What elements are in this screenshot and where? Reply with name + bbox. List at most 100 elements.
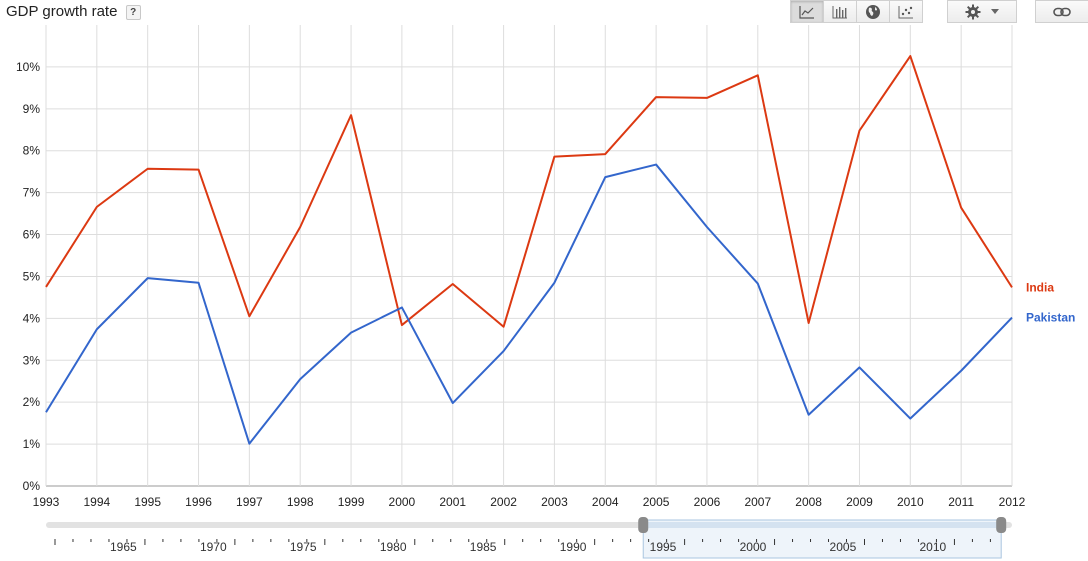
data-point-india[interactable]	[400, 323, 404, 327]
data-point-pakistan[interactable]	[756, 282, 760, 286]
timeline-tick-label: 1970	[200, 540, 227, 554]
data-point-pakistan[interactable]	[603, 175, 607, 179]
y-tick-label: 7%	[23, 186, 41, 200]
x-tick-label: 1997	[236, 495, 263, 509]
data-point-india[interactable]	[603, 152, 607, 156]
x-tick-label: 1996	[185, 495, 212, 509]
y-tick-label: 8%	[23, 144, 41, 158]
y-tick-label: 3%	[23, 353, 41, 367]
chart-type-toolbar	[790, 0, 923, 23]
timeline-tick-label: 1985	[470, 540, 497, 554]
data-point-pakistan[interactable]	[146, 276, 150, 280]
x-tick-label: 2000	[389, 495, 416, 509]
data-point-india[interactable]	[95, 205, 99, 209]
data-point-india[interactable]	[756, 73, 760, 77]
timeline-tick-label: 1965	[110, 540, 137, 554]
data-point-pakistan[interactable]	[857, 365, 861, 369]
x-tick-label: 2008	[795, 495, 822, 509]
x-tick-label: 1999	[338, 495, 365, 509]
link-button[interactable]	[1035, 0, 1088, 23]
data-point-pakistan[interactable]	[349, 331, 353, 335]
series-line-pakistan[interactable]	[45, 163, 1013, 445]
data-point-india[interactable]	[552, 155, 556, 159]
timeline-left-handle[interactable]	[638, 517, 649, 533]
settings-button[interactable]	[947, 0, 1017, 23]
data-point-pakistan[interactable]	[44, 410, 48, 414]
data-point-pakistan[interactable]	[502, 349, 506, 353]
data-point-india[interactable]	[451, 282, 455, 286]
data-point-india[interactable]	[349, 113, 353, 117]
data-point-india[interactable]	[654, 95, 658, 99]
data-point-india[interactable]	[502, 325, 506, 329]
timeline-tick-label: 1980	[380, 540, 407, 554]
timeline-tick-label: 2005	[830, 540, 857, 554]
timeline-track[interactable]	[46, 522, 1012, 528]
data-point-pakistan[interactable]	[705, 225, 709, 229]
data-point-pakistan[interactable]	[1010, 316, 1014, 320]
y-tick-label: 0%	[23, 479, 41, 493]
timeline-right-handle[interactable]	[996, 517, 1007, 533]
data-point-india[interactable]	[247, 314, 251, 318]
line-chart-icon	[799, 5, 814, 19]
data-point-pakistan[interactable]	[959, 369, 963, 373]
data-point-pakistan[interactable]	[451, 401, 455, 405]
data-point-pakistan[interactable]	[400, 305, 404, 309]
data-point-india[interactable]	[857, 129, 861, 133]
data-point-india[interactable]	[705, 96, 709, 100]
x-tick-label: 2007	[744, 495, 771, 509]
data-point-pakistan[interactable]	[807, 413, 811, 417]
data-point-pakistan[interactable]	[552, 281, 556, 285]
data-point-india[interactable]	[146, 167, 150, 171]
data-point-india[interactable]	[44, 285, 48, 289]
series-line-india[interactable]	[45, 55, 1013, 328]
x-tick-label: 2004	[592, 495, 619, 509]
x-tick-label: 2001	[439, 495, 466, 509]
bar-chart-button[interactable]	[823, 0, 857, 23]
data-point-india[interactable]	[197, 168, 201, 172]
x-tick-label: 1995	[134, 495, 161, 509]
x-tick-label: 2006	[694, 495, 721, 509]
x-tick-label: 2010	[897, 495, 924, 509]
y-tick-label: 2%	[23, 395, 41, 409]
timeline-tick-label: 1990	[560, 540, 587, 554]
data-point-india[interactable]	[807, 321, 811, 325]
scatter-chart-icon	[898, 5, 913, 18]
data-point-india[interactable]	[908, 54, 912, 58]
data-point-india[interactable]	[298, 225, 302, 229]
legend-label-pakistan[interactable]: Pakistan	[1026, 311, 1075, 325]
data-point-pakistan[interactable]	[908, 417, 912, 421]
x-tick-label: 1994	[83, 495, 110, 509]
data-point-pakistan[interactable]	[247, 442, 251, 446]
data-point-india[interactable]	[959, 206, 963, 210]
y-tick-label: 6%	[23, 228, 41, 242]
data-point-pakistan[interactable]	[654, 163, 658, 167]
data-point-pakistan[interactable]	[298, 377, 302, 381]
x-tick-label: 1993	[33, 495, 60, 509]
bar-chart-icon	[832, 5, 847, 18]
legend-label-india[interactable]: India	[1026, 280, 1054, 294]
map-chart-button[interactable]	[856, 0, 890, 23]
timeline-tick-label: 1975	[290, 540, 317, 554]
timeline-range-bar[interactable]	[643, 522, 1002, 528]
x-tick-label: 2003	[541, 495, 568, 509]
chevron-down-icon	[991, 9, 999, 14]
y-tick-label: 4%	[23, 311, 41, 325]
x-tick-label: 2005	[643, 495, 670, 509]
timeline-tick-label: 2010	[919, 540, 946, 554]
scatter-chart-button[interactable]	[889, 0, 923, 23]
data-point-pakistan[interactable]	[197, 281, 201, 285]
x-tick-label: 2011	[948, 495, 974, 509]
line-chart-button[interactable]	[790, 0, 824, 23]
y-tick-label: 10%	[16, 60, 40, 74]
chart-title: GDP growth rate ?	[6, 3, 141, 20]
x-tick-label: 2009	[846, 495, 873, 509]
data-point-pakistan[interactable]	[95, 327, 99, 331]
help-button[interactable]: ?	[125, 4, 141, 20]
link-icon	[1053, 7, 1071, 16]
timeline-selected-range[interactable]	[642, 519, 1002, 559]
timeline-tick-label: 1995	[650, 540, 677, 554]
data-point-india[interactable]	[1010, 285, 1014, 289]
y-tick-label: 5%	[23, 269, 41, 283]
x-tick-label: 2002	[490, 495, 517, 509]
